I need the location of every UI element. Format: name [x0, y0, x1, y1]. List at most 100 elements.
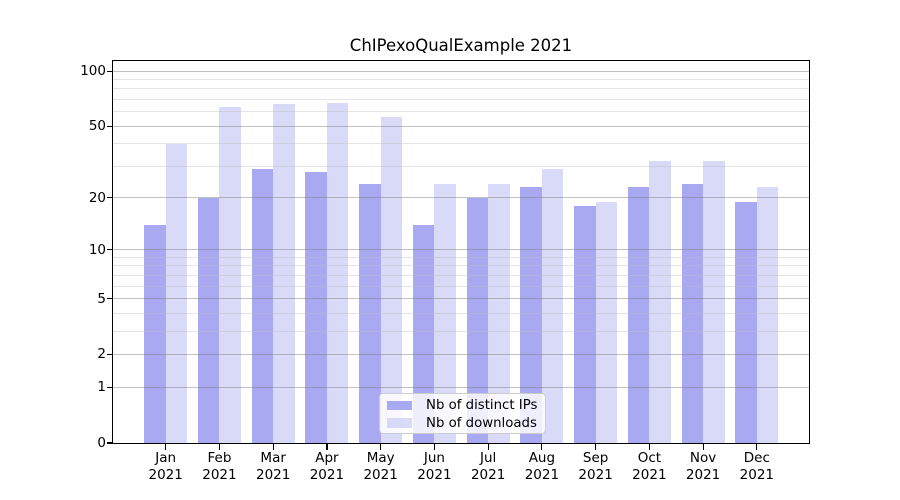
bar-distinct-ips-dec — [735, 201, 757, 443]
bar-distinct-ips-feb — [197, 197, 220, 443]
chart-title: ChIPexoQualExample 2021 — [349, 36, 573, 55]
y-tick — [106, 353, 112, 356]
x-tick-label-year: 2021 — [739, 466, 774, 483]
bar-downloads-dec — [756, 186, 779, 443]
y-tick-label: 1 — [97, 379, 106, 396]
bar-downloads-sep — [595, 201, 618, 443]
bar-distinct-ips-oct — [627, 186, 650, 443]
y-tick-label: 100 — [80, 63, 106, 80]
y-tick-label: 50 — [88, 118, 106, 135]
gridline-major — [113, 353, 809, 356]
legend-swatch-downloads — [387, 418, 412, 428]
bar-distinct-ips-apr — [305, 171, 327, 443]
y-tick-label: 2 — [97, 346, 106, 363]
bar-distinct-ips-nov — [681, 183, 704, 443]
x-tick-label-month: Dec — [743, 450, 770, 466]
x-tick — [487, 444, 489, 450]
y-tick — [106, 442, 112, 444]
x-tick-label-month: Apr — [315, 450, 339, 466]
x-tick — [433, 444, 435, 450]
gridline-minor — [113, 285, 809, 287]
x-tick — [165, 444, 167, 450]
x-tick-label-month: Nov — [689, 450, 717, 466]
x-tick-label: Feb 2021 — [187, 450, 251, 483]
x-tick-label: Apr 2021 — [295, 450, 359, 483]
gridline-minor — [113, 88, 809, 90]
x-tick-label-year: 2021 — [685, 466, 721, 483]
gridline-minor — [113, 165, 809, 167]
bar-downloads-nov — [703, 161, 725, 443]
bar-distinct-ips-may — [359, 183, 381, 443]
bar-distinct-ips-jun — [412, 224, 435, 443]
x-tick-label: May 2021 — [349, 450, 413, 483]
x-tick-label: Jan 2021 — [134, 450, 198, 483]
bar-distinct-ips-jan — [144, 224, 166, 443]
y-tick-label: 20 — [88, 189, 106, 206]
gridline-major — [113, 298, 809, 300]
x-tick-label-year: 2021 — [148, 466, 183, 483]
bars-layer — [113, 61, 809, 443]
y-tick-label: 10 — [88, 241, 106, 258]
x-tick-label-year: 2021 — [309, 466, 345, 483]
x-tick-label-year: 2021 — [632, 466, 667, 483]
x-tick-label: Dec 2021 — [725, 450, 789, 483]
x-tick-label-year: 2021 — [202, 466, 237, 483]
bar-downloads-may — [380, 117, 403, 443]
y-tick — [106, 197, 112, 199]
legend-label-distinct-ips: Nb of distinct IPs — [426, 398, 538, 413]
gridline-major — [113, 70, 809, 72]
gridline-minor — [113, 265, 809, 267]
gridline-minor — [113, 274, 809, 276]
x-tick — [702, 444, 704, 450]
gridline-major — [113, 386, 809, 388]
y-tick — [106, 70, 112, 72]
gridline-major — [113, 197, 809, 199]
x-tick-label-month: Sep — [582, 450, 609, 466]
gridline-minor — [113, 79, 809, 80]
x-tick — [756, 444, 758, 450]
x-tick-label: Mar 2021 — [241, 450, 305, 483]
gridline-minor — [113, 256, 809, 258]
gridline-major — [113, 249, 809, 251]
bar-downloads-apr — [326, 102, 349, 443]
bar-downloads-oct — [649, 161, 671, 443]
legend-item-downloads: Nb of downloads — [387, 416, 539, 431]
legend-swatch-distinct-ips — [387, 400, 412, 411]
x-tick — [595, 444, 597, 450]
bar-downloads-mar — [273, 104, 295, 443]
y-tick — [106, 249, 112, 251]
bar-downloads-jun — [434, 183, 456, 443]
x-tick-label-month: Jul — [479, 450, 497, 466]
legend: Nb of distinct IPs Nb of downloads — [379, 393, 546, 434]
gridline-minor — [113, 99, 809, 100]
x-tick-label: Sep 2021 — [564, 450, 628, 483]
bar-distinct-ips-sep — [574, 205, 596, 443]
bar-distinct-ips-aug — [520, 186, 542, 443]
y-tick — [106, 125, 112, 127]
x-tick — [218, 444, 221, 450]
gridline-major — [113, 125, 809, 127]
gridlines-layer — [113, 61, 809, 443]
x-tick-label: Nov 2021 — [671, 450, 735, 483]
x-tick-label-year: 2021 — [417, 466, 452, 483]
gridline-minor — [113, 111, 809, 113]
plot-area — [112, 60, 810, 444]
gridline-minor — [113, 143, 809, 145]
bar-downloads-jan — [165, 143, 188, 443]
legend-item-distinct-ips: Nb of distinct IPs — [387, 398, 539, 413]
x-tick-label: Jun 2021 — [402, 450, 466, 483]
x-tick-label-year: 2021 — [470, 466, 506, 483]
x-tick — [648, 444, 650, 450]
x-tick-label-year: 2021 — [363, 466, 398, 483]
x-tick — [380, 444, 382, 450]
x-tick-label-month: Jan — [155, 450, 177, 466]
x-tick — [272, 444, 274, 450]
bar-downloads-feb — [219, 106, 241, 443]
x-tick-label-month: Feb — [207, 450, 232, 466]
x-tick — [326, 444, 328, 450]
bar-distinct-ips-jul — [466, 197, 489, 443]
x-tick-label-year: 2021 — [255, 466, 291, 483]
bar-downloads-aug — [541, 168, 564, 443]
y-tick — [106, 386, 112, 388]
gridline-minor — [113, 312, 809, 314]
